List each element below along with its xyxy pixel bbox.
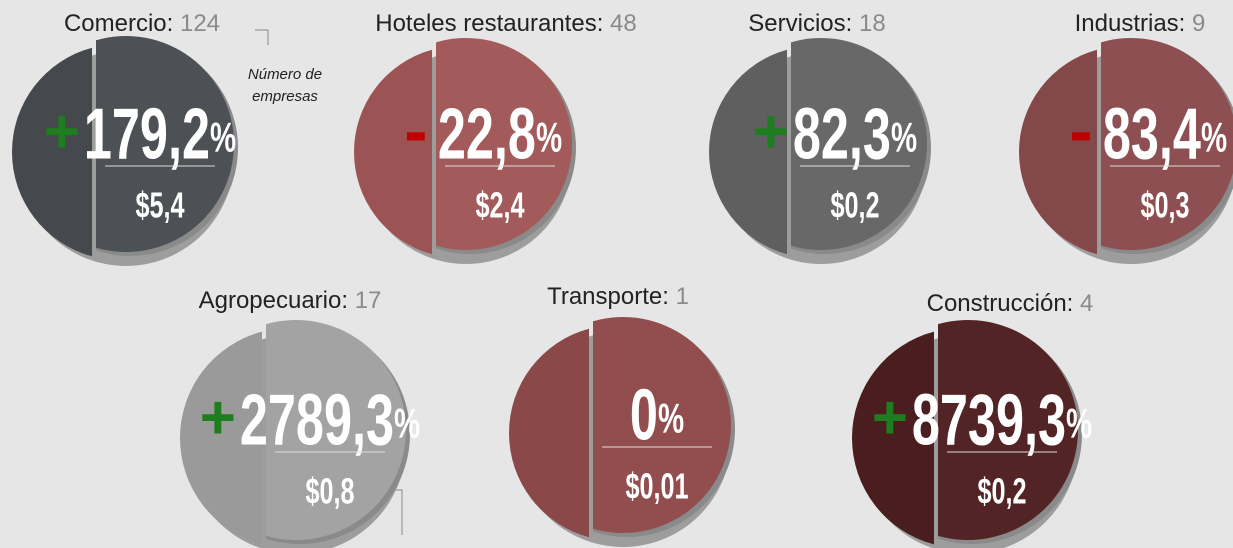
amount-text: $0,8	[305, 471, 354, 512]
disc-right	[938, 320, 1078, 540]
sector-name: Comercio:	[64, 10, 173, 37]
amount-text: $2,4	[475, 185, 525, 226]
percent-unit: %	[1201, 113, 1227, 161]
percent-value: 82,3	[793, 95, 891, 175]
disc-right	[1101, 38, 1233, 250]
disc-right	[593, 316, 732, 533]
percent-unit: %	[210, 113, 236, 161]
percent-text: 8739,3%	[912, 381, 1092, 461]
sector-label: Hoteles restaurantes: 48	[375, 10, 637, 37]
amount: $2,4	[475, 185, 525, 226]
percent: 2789,3%	[240, 381, 420, 461]
sector-label: Transporte: 1	[547, 283, 689, 310]
amount-text: $0,3	[1140, 185, 1189, 226]
percent-value: 83,4	[1103, 95, 1201, 175]
sign: -	[1069, 91, 1092, 169]
sector-name: Hoteles restaurantes:	[375, 10, 603, 37]
sector-label: Servicios: 18	[748, 10, 885, 37]
company-count: 48	[610, 10, 637, 37]
percent-value: 2789,3	[240, 381, 394, 461]
disc-right	[96, 36, 234, 253]
sector-label: Comercio: 124	[64, 10, 220, 37]
company-count: 18	[859, 10, 886, 37]
amount-text: $0,2	[830, 185, 879, 226]
percent-text: 83,4%	[1103, 95, 1227, 175]
sector-name: Transporte:	[547, 283, 669, 310]
disc-left	[1019, 49, 1097, 255]
amount-text: $0,2	[977, 471, 1026, 512]
disc-left	[851, 331, 934, 545]
amount: $0,2	[977, 471, 1026, 512]
disc-left	[508, 328, 589, 538]
amount-text: $5,4	[135, 185, 185, 226]
amount: $0,3	[1140, 185, 1189, 226]
sector-name: Agropecuario:	[199, 287, 348, 314]
disc-left	[354, 49, 432, 255]
percent-value: 8739,3	[912, 381, 1066, 461]
percent-unit: %	[891, 113, 917, 161]
company-count: 17	[355, 287, 382, 314]
sector: Industrias: 983,4%-$0,3	[1019, 10, 1233, 264]
percent-unit: %	[394, 399, 420, 447]
percent-unit: %	[658, 394, 684, 442]
sign: +	[753, 97, 789, 166]
percent-value: 22,8	[438, 95, 536, 175]
percent: 22,8%	[438, 95, 562, 175]
sector: Transporte: 1 0% $0,01	[508, 283, 735, 547]
annotation: empresas	[252, 88, 318, 105]
annotation-line	[255, 29, 269, 45]
percent-unit: %	[1066, 399, 1092, 447]
percent-text: 179,2%	[84, 95, 236, 175]
sign: +	[44, 97, 80, 166]
sign: -	[404, 91, 427, 169]
company-count: 1	[676, 283, 689, 310]
amount: $0,2	[830, 185, 879, 226]
percent-text: 82,3%	[793, 95, 917, 175]
sign: +	[872, 383, 908, 452]
disc-left	[179, 331, 262, 545]
disc-left	[11, 47, 92, 257]
sign: +	[200, 383, 236, 452]
amount-text: $0,01	[625, 466, 688, 507]
sector-name: Servicios:	[748, 10, 852, 37]
company-count: 9	[1192, 10, 1205, 37]
sector-label: Industrias: 9	[1075, 10, 1206, 37]
sector-name: Construcción:	[927, 290, 1074, 317]
amount: $0,01	[625, 466, 688, 507]
percent-text: 0%	[630, 376, 684, 456]
sector-label: Construcción: 4	[927, 290, 1094, 317]
percent-text: 22,8%	[438, 95, 562, 175]
percent-unit: %	[536, 113, 562, 161]
disc-right	[266, 320, 406, 540]
disc-left	[709, 49, 787, 255]
company-count: 4	[1080, 290, 1093, 317]
disc-right	[436, 37, 573, 250]
sector-label: Agropecuario: 17	[199, 287, 382, 314]
sector-name: Industrias:	[1075, 10, 1186, 37]
percent: 8739,3%	[912, 381, 1092, 461]
percent: 179,2%	[84, 95, 236, 175]
percent: 0%	[630, 376, 684, 456]
amount: $0,8	[305, 471, 354, 512]
percent-text: 2789,3%	[240, 381, 420, 461]
percent: 82,3%	[793, 95, 917, 175]
percent-value: 0	[630, 376, 658, 456]
percent: 83,4%	[1103, 95, 1227, 175]
annotation: Número de	[248, 66, 322, 83]
percent-value: 179,2	[84, 95, 210, 175]
company-count: 124	[180, 10, 220, 37]
disc-right	[791, 37, 927, 250]
amount: $5,4	[135, 185, 185, 226]
